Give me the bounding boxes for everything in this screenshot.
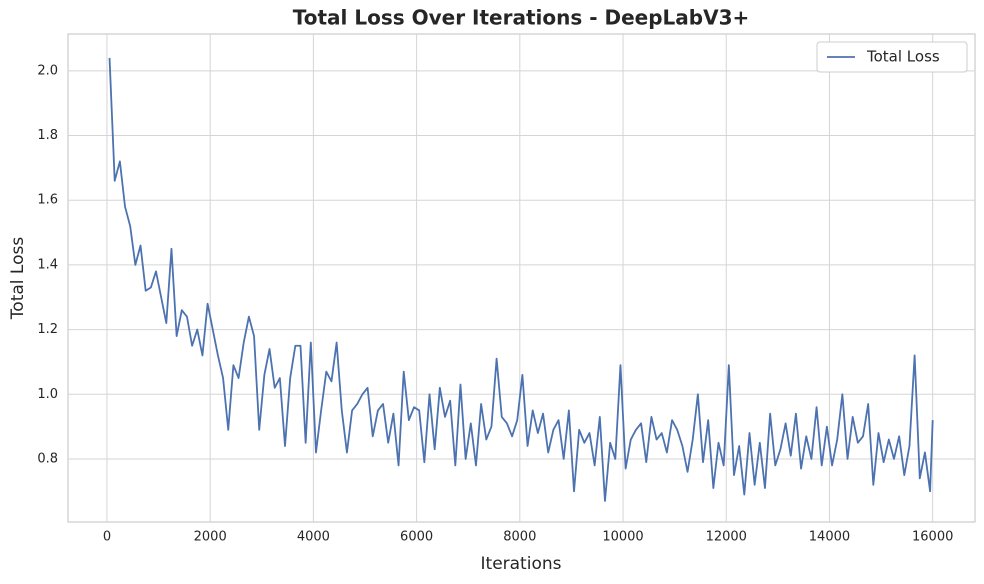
x-tick-label: 10000 — [602, 530, 643, 545]
x-tick-label: 2000 — [194, 530, 227, 545]
y-tick-label: 0.8 — [37, 451, 58, 466]
y-axis-label: Total Loss — [8, 237, 28, 321]
y-tick-label: 1.0 — [37, 387, 58, 402]
x-axis-label: Iterations — [481, 554, 562, 574]
x-tick-label: 4000 — [297, 530, 330, 545]
y-tick-label: 1.4 — [37, 257, 58, 272]
chart-title: Total Loss Over Iterations - DeepLabV3+ — [293, 6, 750, 30]
x-tick-label: 8000 — [503, 530, 536, 545]
x-tick-label: 12000 — [706, 530, 747, 545]
y-tick-label: 1.2 — [37, 322, 58, 337]
y-tick-label: 2.0 — [37, 63, 58, 78]
legend-box — [816, 41, 968, 73]
x-tick-label: 16000 — [912, 530, 953, 545]
plot-frame — [67, 33, 976, 523]
y-tick-label: 1.6 — [37, 193, 58, 208]
data-line — [108, 57, 934, 502]
x-tick-label: 14000 — [809, 530, 850, 545]
x-tick-label: 0 — [103, 530, 111, 545]
legend-label: Total Loss — [866, 48, 940, 66]
x-tick-label: 6000 — [400, 530, 433, 545]
y-tick-label: 1.8 — [37, 128, 58, 143]
